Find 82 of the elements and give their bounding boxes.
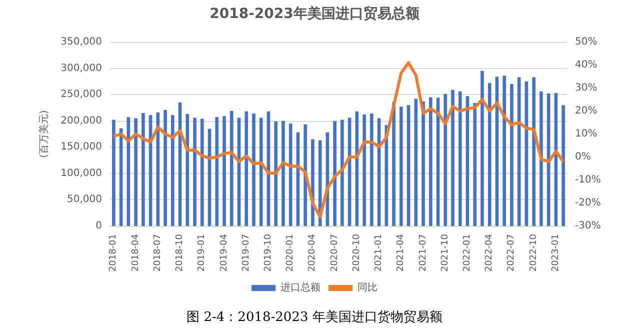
x-tick-label: 2023-01 [550,234,561,272]
bar [230,110,234,226]
x-tick-label: 2020-07 [330,234,340,272]
x-tick-label: 2018-07 [152,234,163,272]
y-axis-title: (百万美元) [38,110,50,158]
bar [502,76,506,226]
y-tick-label: 300,000 [60,62,102,74]
x-tick-label: 2019-04 [219,234,230,272]
bar [304,124,307,226]
y-tick-label: 200,000 [60,115,102,126]
bar [480,70,484,226]
bar [370,113,374,226]
x-tick-label: 2020-01 [286,234,296,272]
x-tick-label: 2019-07 [241,234,252,272]
bar [134,118,138,226]
x-tick-label: 2021-04 [396,234,406,272]
legend-label: 进口总额 [280,282,320,294]
bar [510,84,514,226]
bar [340,120,344,226]
bar [406,105,410,226]
x-tick-label: 2022-07 [506,234,517,272]
bar [488,83,492,226]
y2-tick-label: 50% [575,36,598,48]
bar [458,91,462,226]
x-tick-label: 2018-01 [108,234,119,272]
bar [422,101,425,226]
x-tick-label: 2021-01 [374,234,384,272]
y2-tick-label: 40% [575,60,598,70]
bar [164,110,167,226]
x-tick-label: 2022-01 [462,234,472,272]
bar [399,106,403,226]
y2-tick-label: -30% [575,220,601,232]
y-tick-label: 250,000 [60,89,102,100]
x-tick-label: 2018-10 [175,234,186,272]
x-tick-label: 2022-10 [528,234,539,272]
bar [215,117,219,226]
x-tick-label: 2020-04 [308,234,318,272]
bar [282,120,285,226]
y-tick-label: 50,000 [67,194,102,206]
bar [274,121,278,226]
bar [200,118,204,226]
x-tick-label: 2022-04 [484,234,495,272]
bar [562,105,565,226]
bar [540,91,543,226]
bar [244,111,248,226]
x-tick-label: 2021-10 [440,234,450,272]
bar [473,102,477,226]
y2-tick-label: 20% [575,106,598,116]
y2-tick-label: -20% [575,198,601,208]
bar [392,102,396,226]
y-tick-label: 0 [96,220,102,232]
y2-tick-label: 10% [575,128,598,140]
x-tick-label: 2018-04 [130,234,141,272]
y2-tick-label: 0% [575,152,591,162]
bar [362,114,366,226]
bar [170,115,174,226]
bar [428,97,432,226]
x-tick-label: 2020-10 [352,234,362,272]
bar [112,120,116,226]
bar [252,113,256,226]
bar [222,116,226,226]
caption: 图 2-4：2018-2023 年美国进口货物贸易额 [186,309,442,325]
y-tick-label: 350,000 [60,36,102,48]
x-tick-label: 2019-01 [197,234,208,272]
y2-tick-label: 30% [575,82,598,94]
bar [444,94,448,226]
legend-label: 同比 [358,282,378,294]
y-tick-label: 100,000 [60,168,102,179]
chart-title: 2018-2023年美国进口贸易总额 [210,5,420,22]
x-tick-label: 2019-10 [263,234,274,272]
bar [532,77,536,226]
x-tick-label: 2021-07 [418,234,428,272]
y-tick-label: 150,000 [60,142,102,153]
bar [142,112,145,226]
y2-tick-label: -10% [575,174,601,186]
bar [259,118,263,226]
bar [414,98,418,226]
line-series [112,61,565,218]
bar [193,118,196,226]
bar [333,120,336,226]
bar [186,114,190,226]
bar [451,90,454,226]
